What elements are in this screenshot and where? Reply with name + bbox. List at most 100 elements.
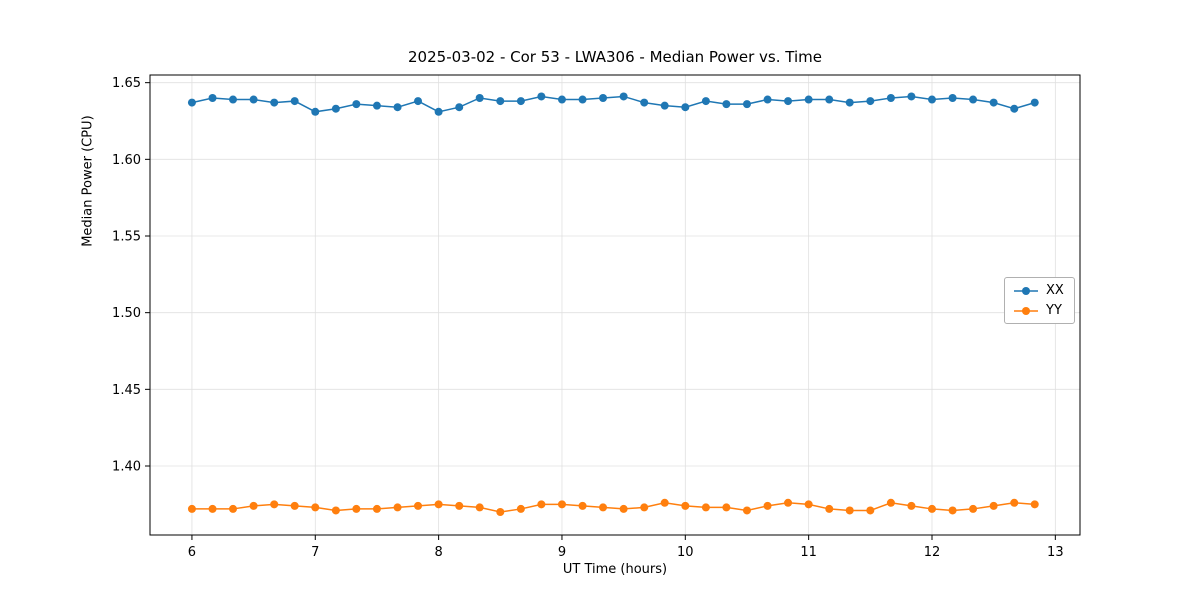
y-tick-label: 1.55 [112,230,141,245]
y-tick-label: 1.50 [112,306,141,321]
legend-item-xx: XX [1013,283,1064,298]
legend-label-yy: YY [1046,303,1062,318]
x-axis-label: UT Time (hours) [562,562,668,577]
series-marker-xx [372,101,381,110]
series-marker-yy [989,501,998,510]
series-marker-yy [249,501,258,510]
series-marker-xx [886,94,895,102]
series-marker-xx [249,95,258,104]
legend-marker-xx [1014,286,1038,295]
series-marker-xx [537,92,546,101]
series-marker-yy [270,500,279,509]
series-marker-yy [804,500,813,509]
series-marker-yy [352,504,361,513]
legend: XX YY [1004,277,1075,324]
series-marker-xx [414,97,423,106]
legend-item-yy: YY [1013,303,1064,318]
series-marker-yy [434,500,443,509]
series-marker-yy [866,506,875,515]
x-tick-label: 12 [924,545,941,560]
series-marker-xx [311,107,320,116]
series-marker-xx [660,101,669,110]
series-marker-yy [907,501,916,510]
series-marker-xx [270,98,279,107]
series-marker-xx [784,97,793,106]
series-marker-yy [784,498,793,507]
y-tick-label: 1.65 [112,76,141,91]
series-marker-yy [927,504,936,513]
series-marker-yy [825,504,834,513]
x-tick-label: 10 [677,545,694,560]
legend-label-xx: XX [1046,283,1064,298]
series-marker-yy [229,504,238,513]
series-marker-yy [187,504,196,513]
series-marker-xx [516,97,525,106]
series-marker-yy [372,504,381,513]
series-marker-yy [722,503,731,512]
series-marker-yy [701,503,710,512]
series-marker-xx [208,94,217,102]
series-marker-yy [311,503,320,512]
series-marker-yy [948,506,957,515]
series-marker-yy [1010,498,1019,507]
series-marker-yy [557,500,566,509]
x-tick-label: 9 [558,545,566,560]
x-tick-label: 7 [311,545,319,560]
series-marker-xx [927,95,936,104]
series-marker-xx [475,94,484,102]
series-marker-xx [681,103,690,112]
series-marker-xx [229,95,238,104]
series-marker-yy [290,501,299,510]
series-marker-xx [393,103,402,112]
series-marker-yy [1030,500,1039,509]
x-tick-label: 6 [188,545,196,560]
series-marker-xx [948,94,957,102]
series-marker-yy [763,501,772,510]
series-marker-yy [455,501,464,510]
series-marker-xx [290,97,299,106]
series-marker-xx [557,95,566,104]
series-marker-xx [866,97,875,106]
series-marker-yy [681,501,690,510]
series-marker-xx [619,92,628,101]
series-marker-xx [742,100,751,109]
series-marker-xx [434,107,443,116]
series-marker-xx [825,95,834,104]
series-marker-xx [455,103,464,112]
x-tick-label: 13 [1047,545,1064,560]
series-marker-yy [845,506,854,515]
series-marker-xx [969,95,978,104]
chart-title: 2025-03-02 - Cor 53 - LWA306 - Median Po… [408,48,822,66]
series-marker-xx [845,98,854,107]
axes-box [149,74,1081,536]
series-marker-yy [208,504,217,513]
series-marker-xx [989,98,998,107]
series-marker-yy [496,508,505,516]
series-marker-yy [393,503,402,512]
y-tick-label: 1.40 [112,460,141,475]
legend-marker-yy [1014,306,1038,315]
series-marker-yy [742,506,751,515]
series-marker-xx [496,97,505,106]
series-marker-xx [187,98,196,107]
series-marker-yy [640,503,649,512]
series-marker-xx [1010,104,1019,113]
series-marker-xx [599,94,608,102]
series-marker-xx [331,104,340,113]
series-marker-xx [1030,98,1039,107]
series-marker-yy [475,503,484,512]
x-tick-label: 11 [800,545,817,560]
series-marker-xx [352,100,361,109]
series-marker-xx [722,100,731,109]
y-axis-label: Median Power (CPU) [80,115,96,247]
series-marker-yy [886,498,895,507]
series-marker-yy [619,504,628,513]
series-marker-xx [763,95,772,104]
x-tick-label: 8 [434,545,442,560]
series-marker-yy [516,504,525,513]
series-marker-yy [414,501,423,510]
series-marker-yy [660,498,669,507]
series-marker-yy [969,504,978,513]
